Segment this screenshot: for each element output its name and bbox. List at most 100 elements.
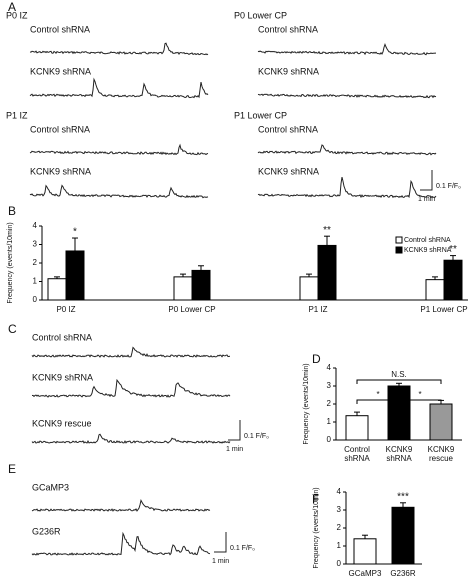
trace (257, 42, 436, 56)
y-tick-label: 1 (337, 541, 342, 550)
trace (31, 499, 211, 512)
panel-label: E (8, 462, 16, 476)
y-tick-label: 1 (33, 277, 38, 286)
y-tick-label: 2 (337, 523, 342, 532)
group-title: P0 IZ (6, 10, 28, 20)
trace-label: KCNK9 rescue (32, 418, 92, 428)
bar (191, 269, 211, 301)
bar (391, 506, 415, 565)
trace-label: Control shRNA (30, 124, 90, 134)
trace-label: KCNK9 shRNA (32, 372, 93, 382)
bar (345, 415, 369, 441)
x-tick-label: KCNK9 rescue (427, 445, 455, 463)
x-tick-label: P1 IZ (308, 305, 328, 314)
group-title: P1 Lower CP (234, 110, 287, 120)
scale-y-label: 0.1 F/F₀ (244, 433, 269, 440)
scale-x-label: 1 min (226, 446, 243, 453)
trace (257, 176, 437, 199)
y-axis-label: Frequency (events/10min) (7, 222, 14, 303)
y-tick-label: 3 (33, 240, 38, 249)
y-tick-label: 4 (337, 487, 342, 496)
trace (31, 531, 211, 556)
significance: * (73, 227, 77, 238)
x-tick-label: Control shRNA (344, 445, 370, 463)
trace (29, 143, 209, 156)
y-tick-label: 2 (327, 399, 332, 408)
trace (29, 77, 209, 99)
legend-label: KCNK9 shRNA (404, 247, 452, 254)
trace-label: Control shRNA (258, 124, 318, 134)
scale-x-label: 1 min (212, 558, 229, 565)
group-title: P1 IZ (6, 110, 28, 120)
trace-label: Control shRNA (32, 332, 92, 342)
x-tick-label: P0 Lower CP (168, 305, 216, 314)
trace-label: KCNK9 shRNA (258, 66, 319, 76)
bar (387, 385, 411, 441)
panel-label: B (8, 204, 16, 218)
panel-label: D (312, 352, 321, 366)
trace (31, 433, 231, 444)
y-tick-label: 3 (337, 505, 342, 514)
significance: ** (449, 244, 457, 255)
y-axis-label: Frequency (events/10min) (303, 363, 310, 444)
bracket-label: * (376, 390, 379, 399)
panel-label: F (312, 492, 319, 506)
bar (299, 276, 319, 301)
y-tick-label: 2 (33, 258, 38, 267)
trace-label: G236R (32, 526, 61, 536)
y-tick-label: 4 (33, 221, 38, 230)
trace-label: KCNK9 shRNA (258, 166, 319, 176)
x-tick-label: G236R (390, 569, 416, 577)
y-tick-label: 0 (337, 559, 342, 568)
scale-bar (214, 532, 227, 553)
significance: ** (323, 225, 331, 236)
scale-bar (228, 420, 241, 441)
trace (29, 42, 209, 56)
trace-label: KCNK9 shRNA (30, 66, 91, 76)
scale-x-label: 1 min (418, 196, 435, 203)
panel-label: C (8, 322, 17, 336)
y-tick-label: 0 (327, 435, 332, 444)
bracket (398, 399, 442, 404)
trace (31, 378, 231, 398)
bar (425, 279, 445, 301)
trace-label: KCNK9 shRNA (30, 166, 91, 176)
y-tick-label: 3 (327, 381, 332, 390)
trace-label: Control shRNA (258, 24, 318, 34)
trace (31, 346, 231, 358)
trace (257, 93, 437, 99)
legend-swatch (395, 236, 403, 244)
y-tick-label: 4 (327, 363, 332, 372)
bar (353, 538, 377, 565)
trace-label: GCaMP3 (32, 482, 69, 492)
bar (65, 250, 85, 301)
bracket-label: * (418, 390, 421, 399)
significance: *** (397, 491, 409, 502)
trace-label: Control shRNA (30, 24, 90, 34)
legend-swatch (395, 246, 403, 254)
y-tick-label: 1 (327, 417, 332, 426)
y-axis-label: Frequency (events/10min) (313, 487, 320, 568)
y-tick-label: 0 (33, 295, 38, 304)
group-title: P0 Lower CP (234, 10, 287, 20)
trace (29, 184, 209, 199)
scale-bar (420, 170, 433, 191)
legend-label: Control shRNA (404, 237, 451, 244)
x-tick-label: KCNK9 shRNA (385, 445, 413, 463)
bracket-label: N.S. (391, 370, 407, 379)
panel-label: A (8, 0, 16, 14)
x-tick-label: P1 Lower CP (420, 305, 468, 314)
bar (47, 278, 67, 301)
x-tick-label: GCaMP3 (348, 569, 382, 577)
bracket (356, 379, 442, 384)
bar (429, 403, 453, 441)
x-tick-label: P0 IZ (56, 305, 76, 314)
bar (443, 259, 463, 301)
bar (173, 276, 193, 301)
scale-y-label: 0.1 F/F₀ (230, 545, 255, 552)
trace (257, 144, 437, 156)
bar (317, 244, 337, 301)
scale-y-label: 0.1 F/F₀ (436, 183, 461, 190)
